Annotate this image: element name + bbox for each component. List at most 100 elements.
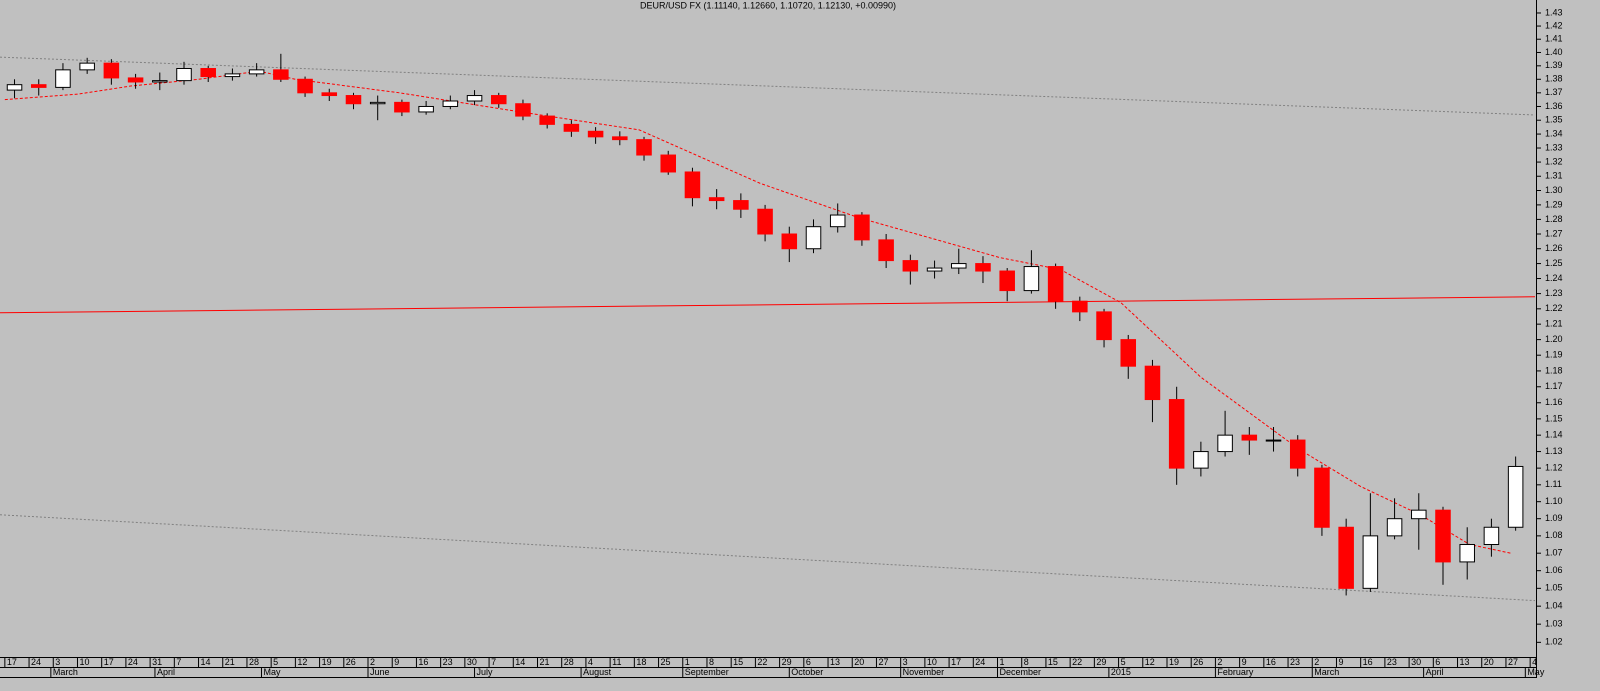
x-tick-label: 10 (79, 657, 89, 667)
y-tick-label: 1.11 (1545, 479, 1562, 489)
candle-body (1096, 311, 1112, 341)
y-tick-label: 1.06 (1545, 565, 1563, 575)
candle-body (1144, 365, 1161, 401)
month-label: May (1527, 667, 1545, 677)
x-tick-label: 19 (1169, 657, 1179, 667)
y-tick-label: 1.32 (1545, 156, 1563, 166)
x-tick-label: 29 (782, 657, 792, 667)
trend-line (0, 56, 1536, 116)
candle-body (1362, 535, 1379, 589)
month-label: October (791, 667, 823, 677)
x-tick-label: 5 (273, 657, 278, 667)
x-tick-label: 11 (612, 657, 621, 667)
y-tick-label: 1.07 (1545, 548, 1563, 558)
candle-body (273, 69, 289, 80)
candle-body (1072, 300, 1088, 313)
candle-body (369, 101, 386, 105)
x-tick-label: 28 (564, 657, 574, 667)
y-tick-label: 1.29 (1545, 199, 1563, 209)
x-tick-label: 30 (1411, 657, 1421, 667)
x-tick-label: 2 (370, 657, 375, 667)
y-tick-label: 1.23 (1545, 288, 1563, 298)
y-tick-label: 1.42 (1545, 20, 1563, 30)
x-tick-label: 23 (443, 657, 453, 667)
y-tick-label: 1.12 (1545, 462, 1563, 472)
y-tick-label: 1.25 (1545, 258, 1563, 268)
y-tick-label: 1.39 (1545, 60, 1563, 70)
candle-body (418, 105, 434, 113)
y-tick-label: 1.20 (1545, 334, 1563, 344)
x-tick-label: 27 (878, 657, 888, 667)
x-tick-label: 24 (128, 657, 138, 667)
x-tick-label: 14 (201, 657, 211, 667)
chart-title: DEUR/USD FX (1.11140, 1.12660, 1.10720, … (640, 0, 896, 10)
candle-body (539, 115, 555, 125)
x-tick-label: 8 (709, 657, 714, 667)
candle-body (1241, 434, 1258, 441)
x-tick-label: 21 (539, 657, 549, 667)
x-tick-label: 23 (1290, 657, 1300, 667)
candle-body (6, 84, 23, 91)
y-tick-label: 1.41 (1545, 34, 1563, 44)
x-tick-label: 20 (854, 657, 864, 667)
x-tick-label: 6 (806, 657, 811, 667)
y-tick-label: 1.30 (1545, 185, 1563, 195)
x-tick-label: 24 (975, 657, 985, 667)
month-label: July (477, 667, 494, 677)
candle-body (805, 226, 822, 250)
candle-body (708, 197, 725, 202)
candle-body (1289, 439, 1306, 469)
candle-body (1217, 434, 1233, 453)
x-tick-label: 31 (152, 657, 162, 667)
month-label: June (370, 667, 390, 677)
candle-body (490, 95, 507, 105)
candle-body (733, 200, 749, 210)
month-label: March (53, 667, 78, 677)
candle-body (1193, 451, 1209, 469)
y-tick-label: 1.13 (1545, 446, 1563, 456)
x-tick-label: 4 (1532, 657, 1537, 667)
x-tick-label: 10 (927, 657, 937, 667)
y-tick-label: 1.43 (1545, 7, 1563, 17)
x-tick-label: 5 (1121, 657, 1126, 667)
x-tick-label: 3 (903, 657, 908, 667)
candle-body (612, 136, 628, 141)
x-tick-label: 6 (1435, 657, 1440, 667)
x-tick-label: 3 (55, 657, 60, 667)
candle-body (1023, 266, 1040, 292)
x-tick-label: 14 (515, 657, 525, 667)
candle-body (1338, 526, 1354, 589)
x-tick-label: 28 (249, 657, 259, 667)
x-tick-label: 19 (322, 657, 332, 667)
trend-line (0, 514, 1536, 602)
x-tick-label: 21 (225, 657, 235, 667)
candle-body (757, 208, 773, 235)
month-label: April (157, 667, 175, 677)
y-tick-label: 1.26 (1545, 243, 1563, 253)
x-tick-label: 1 (1000, 657, 1005, 667)
candle-body (515, 103, 531, 117)
x-tick-label: 16 (1266, 657, 1276, 667)
x-tick-label: 30 (467, 657, 477, 667)
y-tick-label: 1.34 (1545, 128, 1563, 138)
x-tick-label: 17 (951, 657, 961, 667)
x-tick-label: 22 (1072, 657, 1082, 667)
candle-body (999, 270, 1015, 292)
x-tick-label: 25 (661, 657, 671, 667)
candle-body (1411, 509, 1427, 520)
candle-body (442, 100, 459, 107)
y-tick-label: 1.17 (1545, 381, 1563, 391)
x-tick-label: 23 (1387, 657, 1397, 667)
x-tick-label: 9 (394, 657, 399, 667)
y-tick-label: 1.28 (1545, 214, 1563, 224)
candle-body (79, 62, 95, 71)
candle-body (587, 130, 604, 138)
x-tick-label: 22 (757, 657, 767, 667)
x-tick-label: 4 (588, 657, 593, 667)
y-tick-label: 1.40 (1545, 47, 1563, 57)
x-tick-label: 9 (1338, 657, 1343, 667)
x-tick-label: 13 (830, 657, 840, 667)
x-tick-label: 15 (1048, 657, 1058, 667)
candle-body (660, 154, 676, 173)
